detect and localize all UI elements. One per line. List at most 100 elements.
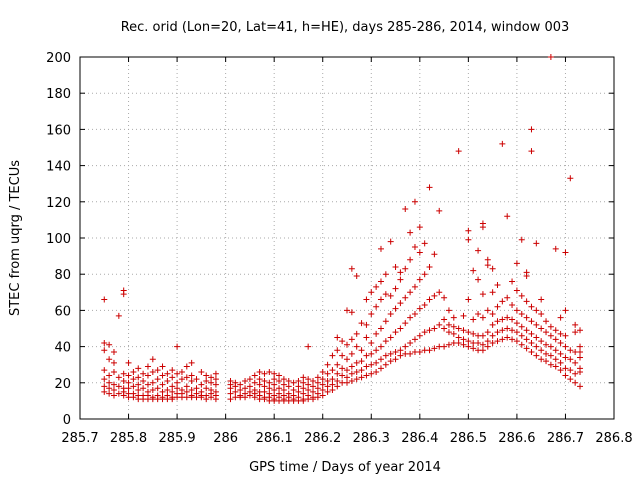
data-point [344, 367, 350, 374]
data-point [339, 352, 346, 359]
x-tick-label: 285.9 [158, 431, 195, 446]
data-point [130, 390, 137, 397]
data-point [319, 368, 326, 375]
data-point [436, 321, 443, 328]
data-point [402, 206, 409, 213]
data-point [562, 354, 569, 361]
axis-ticks [79, 56, 615, 420]
data-point [479, 347, 486, 354]
data-point [271, 381, 278, 388]
data-point [411, 283, 418, 290]
data-point [193, 376, 200, 383]
y-tick-label: 20 [54, 377, 71, 392]
data-point [552, 327, 559, 334]
data-point [237, 387, 244, 394]
data-point [305, 343, 312, 350]
data-point [256, 368, 263, 375]
data-point [178, 387, 185, 394]
data-point [377, 296, 384, 303]
data-point [106, 379, 113, 386]
x-tick-label: 286.6 [498, 431, 535, 446]
data-point [562, 332, 569, 339]
data-point [465, 227, 472, 234]
data-point [562, 307, 569, 314]
data-point [392, 329, 399, 336]
data-point [285, 377, 292, 384]
data-point [324, 377, 331, 384]
data-point [178, 368, 185, 375]
data-point [358, 347, 365, 354]
data-point [183, 388, 190, 395]
data-point [547, 352, 554, 359]
data-point [509, 278, 516, 285]
data-point [329, 387, 336, 394]
data-point [377, 325, 384, 332]
data-point [382, 352, 389, 359]
data-point [416, 305, 423, 312]
data-point [538, 347, 545, 354]
data-point [266, 390, 273, 397]
data-point [450, 323, 457, 330]
data-point [154, 392, 161, 399]
data-point [513, 307, 520, 314]
data-point [407, 229, 414, 236]
data-point [470, 330, 477, 337]
data-point [538, 311, 545, 318]
data-point [557, 359, 564, 366]
data-point [577, 349, 584, 356]
data-point [557, 367, 564, 374]
data-point [164, 387, 171, 394]
grid-lines [79, 56, 615, 420]
data-point [227, 396, 234, 403]
data-point [358, 374, 365, 381]
data-point [135, 381, 142, 388]
data-point [509, 336, 516, 343]
data-point [110, 381, 117, 388]
data-point [203, 385, 210, 392]
data-point [504, 314, 511, 321]
data-point [193, 390, 200, 397]
data-point [387, 311, 394, 318]
data-point [178, 376, 185, 383]
data-point [547, 332, 554, 339]
data-point [373, 359, 380, 366]
data-point [426, 347, 433, 354]
data-point [475, 311, 482, 318]
data-point [441, 325, 448, 332]
data-point [140, 370, 147, 377]
data-point [251, 387, 258, 394]
data-point [188, 372, 195, 379]
data-point [251, 379, 258, 386]
data-point [538, 356, 545, 363]
data-point [411, 244, 418, 251]
data-point [523, 345, 530, 352]
data-point [407, 289, 414, 296]
data-point [528, 126, 535, 133]
data-point [101, 388, 108, 395]
data-point [314, 374, 321, 381]
data-point [120, 287, 127, 294]
data-point [368, 289, 375, 296]
data-point [499, 336, 506, 343]
data-point [387, 358, 394, 365]
data-point [392, 305, 399, 312]
data-point [368, 370, 375, 377]
data-point [373, 368, 380, 375]
data-point [416, 349, 423, 356]
data-point [363, 321, 370, 328]
data-point [106, 390, 113, 397]
data-point [533, 240, 540, 247]
data-point [271, 387, 278, 394]
data-point [431, 345, 438, 352]
data-point [373, 347, 380, 354]
data-point [344, 379, 350, 386]
data-point [251, 372, 258, 379]
data-point [567, 367, 574, 374]
data-point [562, 372, 569, 379]
data-point [402, 343, 409, 350]
data-point [479, 332, 486, 339]
data-point [110, 387, 117, 394]
data-point [348, 265, 355, 272]
data-point [499, 316, 506, 323]
data-point [276, 390, 283, 397]
